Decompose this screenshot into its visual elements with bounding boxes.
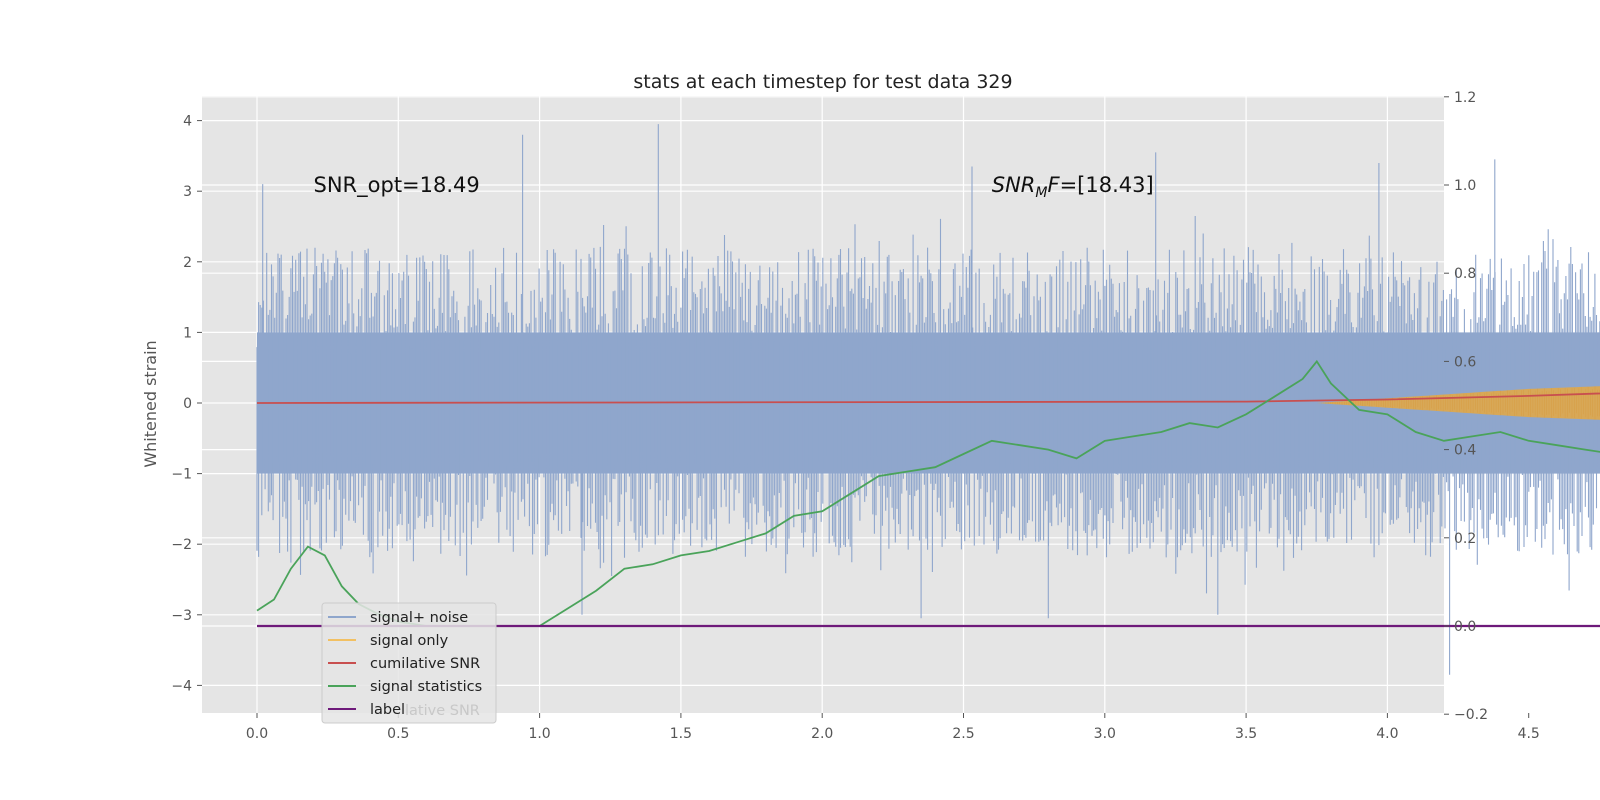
x-tick-label: 1.0 [528, 726, 550, 742]
annotation-1: SNR_opt=18.49 [314, 173, 480, 198]
signal-only-envelope [1316, 386, 1600, 420]
x-tick-label: 2.5 [952, 726, 974, 742]
y2-tick-label: −0.2 [1454, 707, 1488, 723]
y-tick-label: 2 [183, 255, 192, 271]
y-axis-label: Whitened strain [141, 340, 160, 467]
legend-label-2: signal only [370, 633, 449, 649]
y-tick-label: −3 [171, 608, 192, 624]
legend-box [321, 602, 497, 724]
y-tick-label: 1 [183, 325, 192, 341]
y2-tick-label: 0.0 [1454, 619, 1476, 635]
signal-only-series [1316, 386, 1600, 420]
x-tick-label: 1.5 [670, 726, 692, 742]
y-tick-label: −4 [171, 678, 192, 694]
x-tick-label: 2.0 [811, 726, 833, 742]
y-tick-label: −1 [171, 467, 192, 483]
y2-tick-label: 0.2 [1454, 531, 1476, 547]
y-tick-label: −2 [171, 537, 192, 553]
signal-only-trace [1318, 386, 1600, 420]
x-tick-label: 3.5 [1235, 726, 1257, 742]
legend-label-4: signal statistics [370, 679, 482, 695]
x-tick-label: 4.5 [1518, 726, 1540, 742]
x-tick-label: 0.0 [246, 726, 268, 742]
lines-layer [256, 359, 1600, 628]
x-tick-label: 4.0 [1376, 726, 1398, 742]
x-tick-label: 3.0 [1094, 726, 1116, 742]
label-line [257, 624, 1600, 628]
legend-label-5: label [370, 702, 405, 718]
y-tick-label: 3 [183, 184, 192, 200]
y2-tick-label: 0.6 [1454, 354, 1476, 370]
y2-tick-label: 0.8 [1454, 266, 1476, 282]
annotations: SNR_opt=18.49SNRMF=[18.43]Mc=6.68CSNR=18… [314, 173, 1154, 201]
y2-tick-label: 1.0 [1454, 178, 1476, 194]
signal-noise-trace [256, 124, 1600, 675]
ticks: 0.00.51.01.52.02.53.03.54.04.55.05.56.06… [171, 90, 1540, 742]
legend-label-1: signal+ noise [370, 610, 468, 626]
legend-obscured-text: lative SNR [405, 703, 480, 719]
annotation-2: SNRMF=[18.43] [992, 173, 1154, 201]
y2-tick-label: 0.4 [1454, 443, 1476, 459]
y-tick-label: 0 [183, 396, 192, 412]
y-tick-label: 4 [183, 114, 192, 130]
legend-label-3: cumilative SNR [370, 656, 480, 672]
x-tick-label: 0.5 [387, 726, 409, 742]
chart-title: stats at each timestep for test data 329 [633, 71, 1012, 93]
legend: lative SNR signal+ noise signal only cumila… [321, 602, 497, 724]
y2-tick-label: 1.2 [1454, 90, 1476, 106]
